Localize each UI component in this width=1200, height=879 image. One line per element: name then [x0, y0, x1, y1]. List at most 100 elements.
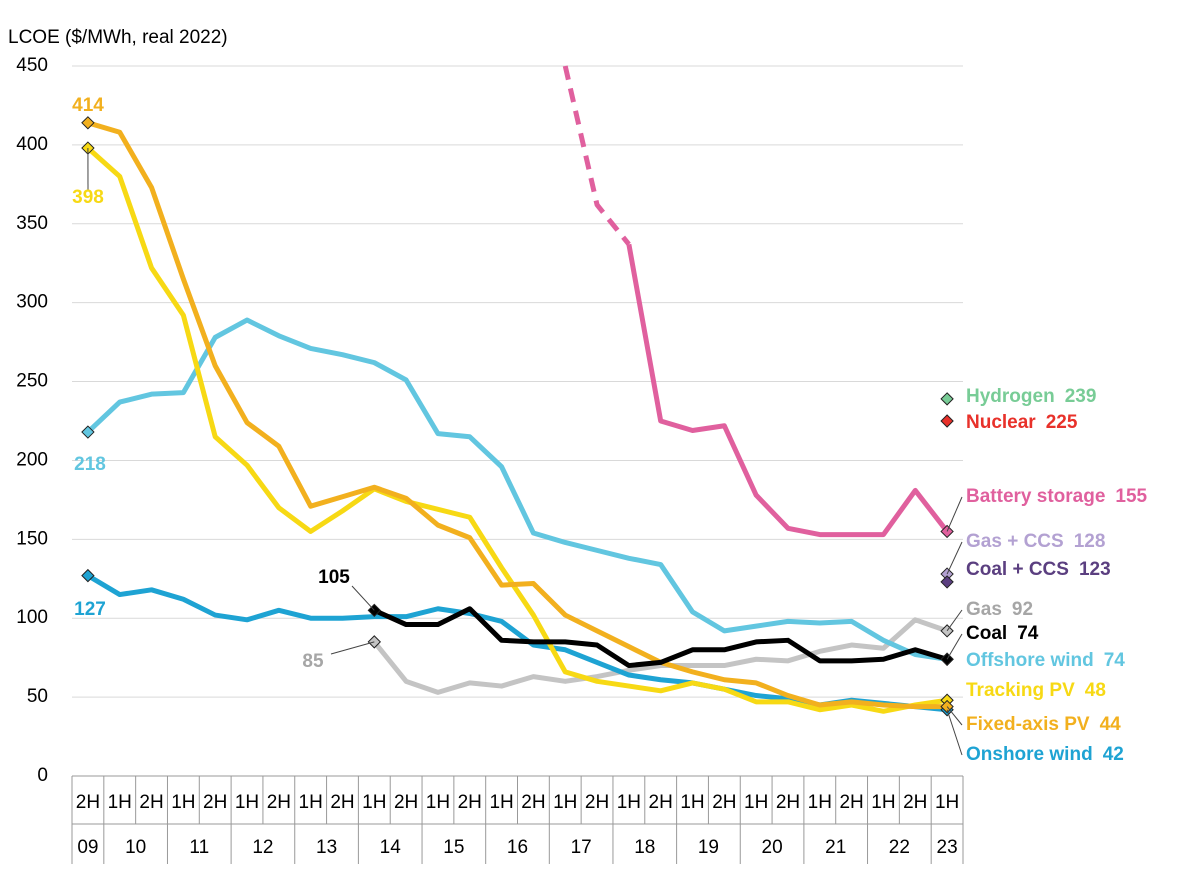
series-name: Fixed-axis PV [966, 714, 1090, 735]
series-line [88, 123, 947, 707]
x-group-label: 12 [252, 837, 273, 858]
x-tick-label: 2H [330, 792, 354, 813]
series-name: Coal [966, 623, 1007, 644]
x-tick-label: 1H [235, 792, 259, 813]
end-value-label: 155 [1115, 486, 1147, 507]
leader-line [352, 586, 374, 610]
series-line [629, 244, 947, 534]
x-group-label: 10 [125, 837, 146, 858]
y-tick-label: 150 [16, 528, 48, 549]
start-value-label: 218 [74, 454, 106, 475]
x-tick-label: 1H [426, 792, 450, 813]
leader-line [331, 642, 374, 654]
x-tick-label: 2H [203, 792, 227, 813]
y-tick-label: 0 [37, 765, 48, 786]
leader-line [947, 634, 962, 659]
x-tick-label: 1H [744, 792, 768, 813]
x-tick-label: 1H [299, 792, 323, 813]
x-tick-label: 2H [839, 792, 863, 813]
leader-line [947, 497, 962, 531]
x-tick-label: 1H [680, 792, 704, 813]
end-value-label: 92 [1012, 599, 1033, 620]
series-name: Gas + CCS [966, 531, 1064, 552]
series-name: Battery storage [966, 486, 1105, 507]
x-tick-label: 1H [808, 792, 832, 813]
x-tick-label: 1H [171, 792, 195, 813]
x-tick-label: 2H [267, 792, 291, 813]
y-tick-label: 350 [16, 213, 48, 234]
x-tick-label: 2H [458, 792, 482, 813]
end-value-label: 74 [1017, 623, 1039, 644]
x-group-label: 19 [698, 837, 719, 858]
series-line [565, 66, 629, 244]
y-tick-label: 250 [16, 371, 48, 392]
start-value-label: 85 [302, 651, 324, 672]
leader-line [947, 610, 962, 631]
x-tick-label: 2H [139, 792, 163, 813]
end-label: Coal + CCS 123 [966, 559, 1111, 580]
lines [88, 66, 947, 711]
x-tick-label: 1H [935, 792, 959, 813]
point-marker [941, 576, 953, 588]
x-tick-label: 2H [649, 792, 673, 813]
leader-line [947, 542, 962, 574]
x-tick-label: 1H [617, 792, 641, 813]
end-value-label: 225 [1046, 412, 1078, 433]
x-group-label: 23 [937, 837, 958, 858]
end-label: Coal 74 [966, 623, 1039, 644]
x-tick-label: 2H [585, 792, 609, 813]
x-group-label: 21 [825, 837, 846, 858]
x-tick-label: 1H [108, 792, 132, 813]
end-value-label: 74 [1104, 650, 1126, 671]
series-name: Nuclear [966, 412, 1036, 433]
y-tick-label: 100 [16, 607, 48, 628]
x-axis: 2H 1H 2H 1H 2H 1H 2H 1H 2H 1H 2H 1H 2H 1H 2H 1H 2H 1H 2H 1H… [72, 776, 963, 864]
series-line [88, 148, 947, 711]
y-tick-label: 50 [27, 686, 48, 707]
y-tick-label: 200 [16, 449, 48, 470]
y-axis-label: LCOE ($/MWh, real 2022) [8, 27, 228, 48]
x-group-label: 18 [634, 837, 655, 858]
x-group-label: 17 [571, 837, 592, 858]
start-value-label: 105 [318, 567, 350, 588]
x-tick-label: 2H [394, 792, 418, 813]
point-marker [82, 117, 94, 129]
end-label: Battery storage 155 [966, 486, 1148, 507]
x-group-label: 13 [316, 837, 337, 858]
point-marker [941, 415, 953, 427]
x-group-label: 20 [762, 837, 783, 858]
start-value-label: 398 [72, 187, 104, 208]
series-name: Hydrogen [966, 386, 1055, 407]
y-tick-label: 450 [16, 55, 48, 76]
end-label: Nuclear 225 [966, 412, 1078, 433]
x-tick-label: 1H [553, 792, 577, 813]
x-group-label: 22 [889, 837, 910, 858]
series-line [374, 609, 947, 666]
series-name: Coal + CCS [966, 559, 1069, 580]
y-tick-label: 400 [16, 134, 48, 155]
x-group-label: 16 [507, 837, 528, 858]
x-group-label: 15 [443, 837, 464, 858]
x-tick-label: 2H [521, 792, 545, 813]
series-name: Onshore wind [966, 744, 1093, 765]
x-tick-label: 1H [362, 792, 386, 813]
markers [82, 117, 953, 716]
x-group-label: 11 [189, 837, 209, 858]
start-value-label: 127 [74, 599, 106, 620]
start-value-label: 414 [72, 95, 104, 116]
x-group-label: 09 [77, 837, 98, 858]
x-tick-label: 2H [903, 792, 927, 813]
x-tick-label: 1H [489, 792, 513, 813]
x-tick-label: 2H [76, 792, 100, 813]
end-value-label: 123 [1079, 559, 1111, 580]
x-tick-label: 2H [712, 792, 736, 813]
